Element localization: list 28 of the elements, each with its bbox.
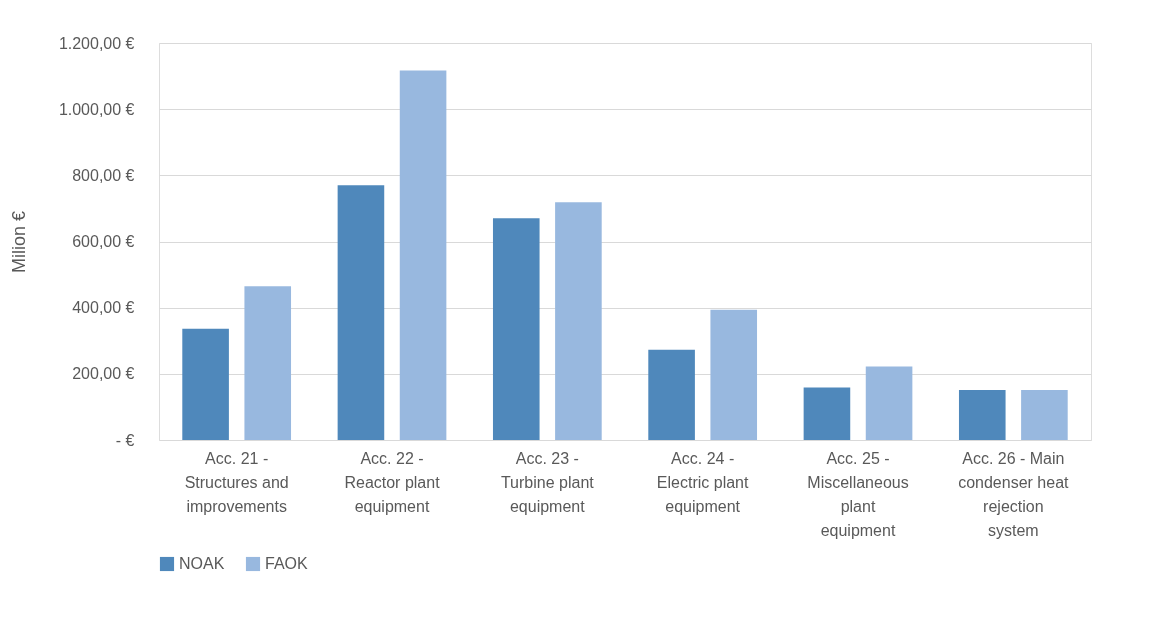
- bar: [244, 286, 292, 440]
- x-tick-label: Acc. 24 - Electric plant equipment: [656, 449, 750, 515]
- y-tick-label: 600,00 €: [72, 233, 135, 250]
- x-tick-label: Acc. 25 - Miscellaneous plant equipment: [807, 449, 909, 539]
- bar: [958, 390, 1006, 440]
- x-tick-label: Acc. 21 - Structures and improvements: [184, 449, 289, 515]
- x-tick-label: Acc. 23 - Turbine plant equipment: [500, 449, 595, 515]
- bar: [648, 349, 695, 440]
- y-tick-label: 400,00 €: [72, 299, 135, 317]
- x-tick-label: Acc. 22 - Reactor plant equipment: [344, 449, 441, 515]
- y-tick-label: - €: [115, 431, 135, 449]
- bar: [710, 309, 758, 440]
- bar: [182, 328, 229, 440]
- y-tick-label: 800,00 €: [72, 166, 135, 184]
- legend-label: NOAK: [179, 555, 225, 572]
- y-axis-title: Milion €: [8, 210, 29, 274]
- y-tick-label: 1.200,00 €: [58, 34, 135, 52]
- bar: [1021, 390, 1068, 440]
- bar: [803, 387, 851, 440]
- y-tick-label: 200,00 €: [72, 365, 135, 383]
- y-tick-label: 1.000,00 €: [58, 100, 135, 118]
- x-tick-label: Acc. 26 - Main condenser heat rejection system: [958, 449, 1070, 539]
- bar: [337, 185, 385, 440]
- bar: [492, 218, 540, 440]
- bar: [555, 202, 602, 440]
- bar: [399, 70, 447, 440]
- bar: [865, 366, 913, 440]
- legend-label: FAOK: [265, 555, 309, 572]
